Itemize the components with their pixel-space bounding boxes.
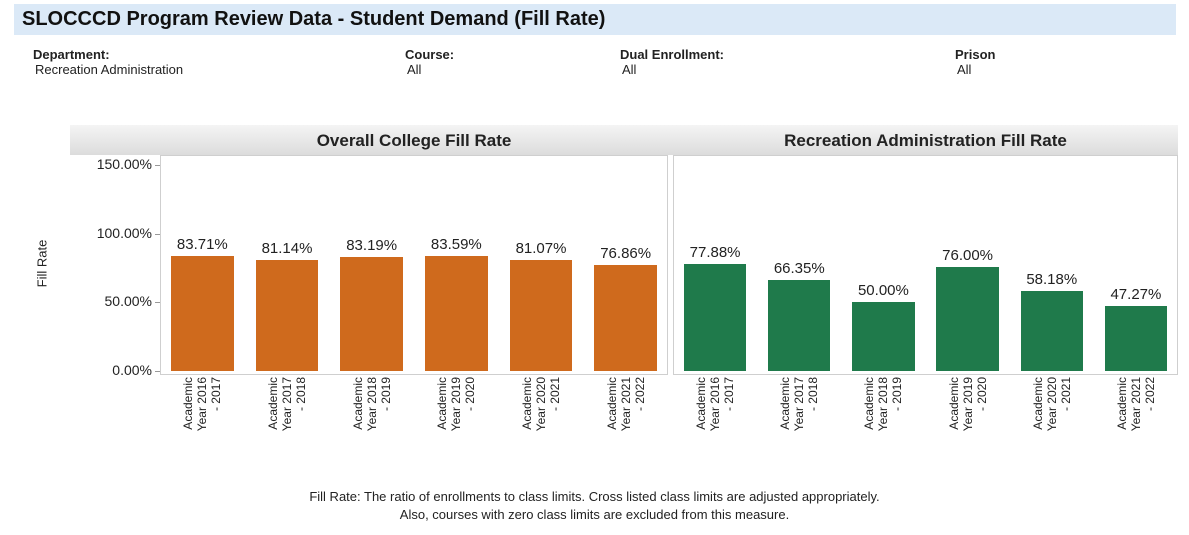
filter-label: Course: <box>405 47 455 62</box>
data-label: 83.59% <box>430 236 482 254</box>
data-label: 76.86% <box>600 245 652 263</box>
bar <box>852 302 915 371</box>
chart-header-band <box>70 125 1178 155</box>
y-tick-label: 100.00% <box>96 224 152 241</box>
title-bar: SLOCCCD Program Review Data - Student De… <box>14 4 1176 35</box>
bar <box>171 256 234 371</box>
bar <box>1020 291 1083 371</box>
data-label: 58.18% <box>1026 271 1078 289</box>
y-tick-label: 50.00% <box>104 293 152 310</box>
bar <box>255 259 319 371</box>
data-label: 66.35% <box>773 259 825 277</box>
x-tick-label: Academic Year 2018 - 2019 <box>350 377 393 432</box>
data-label: 77.88% <box>689 244 741 262</box>
data-label: 81.14% <box>261 239 313 257</box>
x-tick-label: Academic Year 2017 - 2018 <box>266 377 308 432</box>
footnote: Also, courses with zero class limits are… <box>399 507 790 522</box>
y-tick <box>155 233 160 235</box>
plot-pane <box>160 155 668 375</box>
x-tick-label: Academic Year 2016 - 2017 <box>181 377 224 432</box>
chart-title: Overall College Fill Rate <box>316 131 512 150</box>
data-label: 47.27% <box>1110 286 1162 304</box>
y-tick <box>155 371 160 372</box>
x-tick-label: Academic Year 2016 - 2017 <box>694 377 737 432</box>
data-label: 50.00% <box>857 282 909 300</box>
y-axis-label: Fill Rate <box>34 239 50 288</box>
y-tick-label: 150.00% <box>96 156 152 172</box>
filter-label: Department: <box>33 47 110 62</box>
x-tick-label: Academic Year 2020 - 2021 <box>1030 377 1073 432</box>
y-tick <box>155 302 160 304</box>
chart-title: Recreation Administration Fill Rate <box>784 131 1067 150</box>
bar <box>768 279 831 371</box>
x-tick-label: Academic Year 2020 - 2021 <box>520 377 562 432</box>
bar <box>509 259 573 371</box>
x-tick-label: Academic Year 2021 - 2022 <box>1114 377 1157 432</box>
filter-label: Prison <box>955 47 996 62</box>
footnote: Fill Rate: The ratio of enrollments to c… <box>309 489 880 504</box>
filter-value: All <box>622 62 637 77</box>
y-tick <box>155 165 160 166</box>
bar <box>936 266 999 371</box>
bar <box>340 256 403 371</box>
bar <box>425 256 488 371</box>
filter-value: All <box>407 62 422 77</box>
bar <box>594 265 657 371</box>
bar <box>1104 306 1168 371</box>
data-label: 76.00% <box>942 246 994 264</box>
x-tick-label: Academic Year 2019 - 2020 <box>435 377 478 432</box>
filter-value: All <box>957 62 972 77</box>
x-tick-label: Academic Year 2018 - 2019 <box>862 377 905 432</box>
x-tick-label: Academic Year 2021 - 2022 <box>604 377 647 432</box>
filter-label: Dual Enrollment: <box>620 47 725 62</box>
bar <box>683 264 747 371</box>
filter-value: Recreation Administration <box>35 62 184 77</box>
y-tick-label: 0.00% <box>112 362 152 378</box>
data-label: 81.07% <box>515 239 567 257</box>
plot-pane <box>673 155 1178 375</box>
x-tick-label: Academic Year 2019 - 2020 <box>946 377 989 432</box>
x-tick-label: Academic Year 2017 - 2018 <box>778 377 821 432</box>
page-title: SLOCCCD Program Review Data - Student De… <box>22 8 606 30</box>
data-label: 83.71% <box>176 236 228 254</box>
data-label: 83.19% <box>346 236 398 254</box>
